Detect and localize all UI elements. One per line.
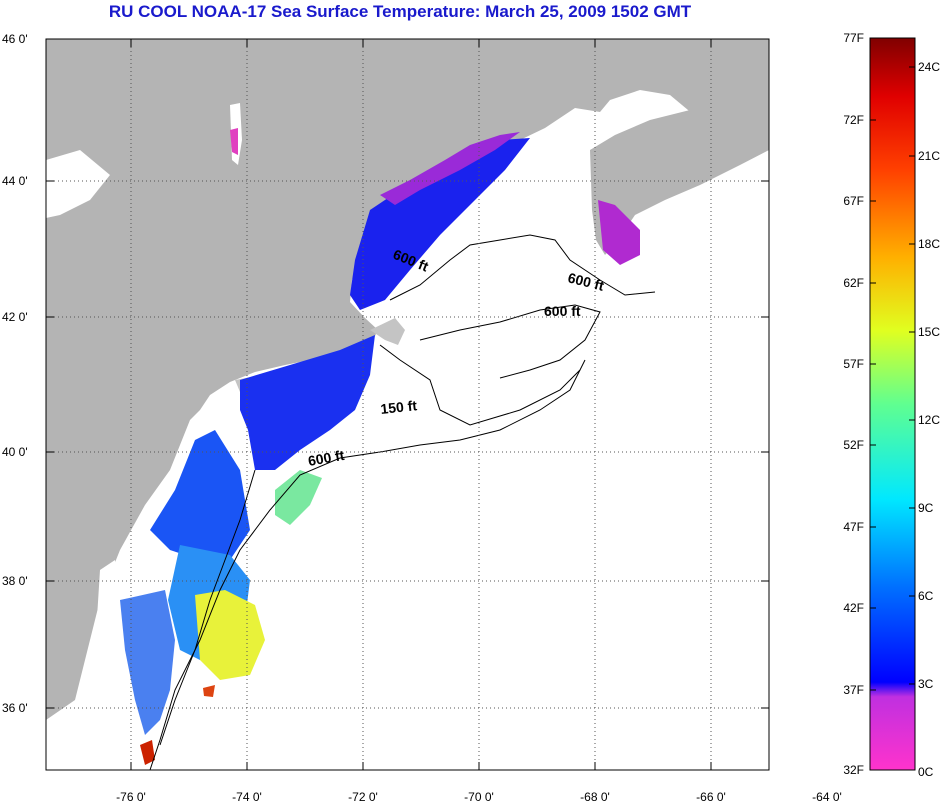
colorbar-label-67f: 67F — [843, 194, 864, 208]
map-frame — [45, 38, 770, 771]
contour-600ft-gulf-of-maine — [389, 234, 656, 301]
temperature-colorbar — [869, 37, 916, 771]
colorbar-label-9c: 9C — [918, 501, 934, 515]
contour-inner-shelf — [159, 469, 256, 746]
colorbar-label-72f: 72F — [843, 113, 864, 127]
lake-ontario-edge — [46, 150, 110, 218]
colorbar-label-37f: 37F — [843, 683, 864, 697]
colorbar-label-21c: 21C — [918, 149, 940, 163]
colorbar-label-0c: 0C — [918, 765, 934, 779]
colorbar-label-57f: 57F — [843, 357, 864, 371]
contour-georges-bank — [419, 304, 601, 379]
contour-label-shelf-150: 150 ft — [380, 397, 418, 417]
contour-label-georges-south-600: 600 ft — [544, 303, 581, 319]
lat-label-42: 42 0' — [2, 310, 28, 324]
lon-label-74: -74 0' — [232, 790, 262, 804]
chesapeake-bay — [90, 560, 120, 720]
sst-patch-nj-shelf — [150, 430, 250, 560]
lon-label-66: -66 0' — [696, 790, 726, 804]
lon-label-70: -70 0' — [464, 790, 494, 804]
contour-600ft-shelf-break — [149, 359, 586, 770]
colorbar-label-32f: 32F — [843, 763, 864, 777]
sst-patch-gulf-stream-red — [140, 740, 155, 765]
colorbar-label-52f: 52F — [843, 438, 864, 452]
sst-patch-shelf-break — [275, 470, 322, 525]
axis-ticks — [46, 38, 769, 770]
lat-label-44: 44 0' — [2, 174, 28, 188]
sst-patch-warm-yellow — [195, 590, 265, 680]
map-title: RU COOL NOAA-17 Sea Surface Temperature:… — [108, 2, 692, 21]
land-cape-cod — [370, 318, 405, 345]
contour-150ft-shelf — [379, 344, 581, 426]
sst-patch-southern-new-england — [240, 335, 375, 470]
colorbar-label-62f: 62F — [843, 276, 864, 290]
colorbar-label-15c: 15C — [918, 325, 940, 339]
colorbar-label-3c: 3C — [918, 677, 934, 691]
sst-patch-lake-champlain — [230, 128, 238, 155]
lat-label-38: 38 0' — [2, 574, 28, 588]
lon-label-68: -68 0' — [580, 790, 610, 804]
lat-label-36: 36 0' — [2, 701, 28, 715]
lon-label-76: -76 0' — [116, 790, 146, 804]
lon-label-72: -72 0' — [348, 790, 378, 804]
lon-label-64: -64 0' — [812, 790, 842, 804]
colorbar-label-77f: 77F — [843, 31, 864, 45]
colorbar-label-47f: 47F — [843, 520, 864, 534]
colorbar-label-12c: 12C — [918, 413, 940, 427]
contour-label-shelf-600: 600 ft — [307, 447, 346, 469]
colorbar-label-42f: 42F — [843, 601, 864, 615]
sst-patch-southern-coast — [120, 590, 175, 735]
colorbar-label-6c: 6C — [918, 589, 934, 603]
colorbar-label-18c: 18C — [918, 237, 940, 251]
sst-patch-coastal-maine — [380, 132, 520, 205]
lat-label-40: 40 0' — [2, 445, 28, 459]
sst-patch-gulf-of-maine — [350, 138, 530, 310]
sst-patch-nova-scotia — [598, 200, 640, 265]
land-mainland — [46, 39, 769, 720]
lat-lon-grid — [46, 39, 769, 770]
land-nova-scotia — [590, 110, 769, 255]
colorbar-ticks — [870, 37, 915, 771]
colorbar-label-24c: 24C — [918, 60, 940, 74]
sst-patch-small-red — [203, 685, 215, 697]
lat-label-46: 46 0' — [2, 32, 28, 46]
